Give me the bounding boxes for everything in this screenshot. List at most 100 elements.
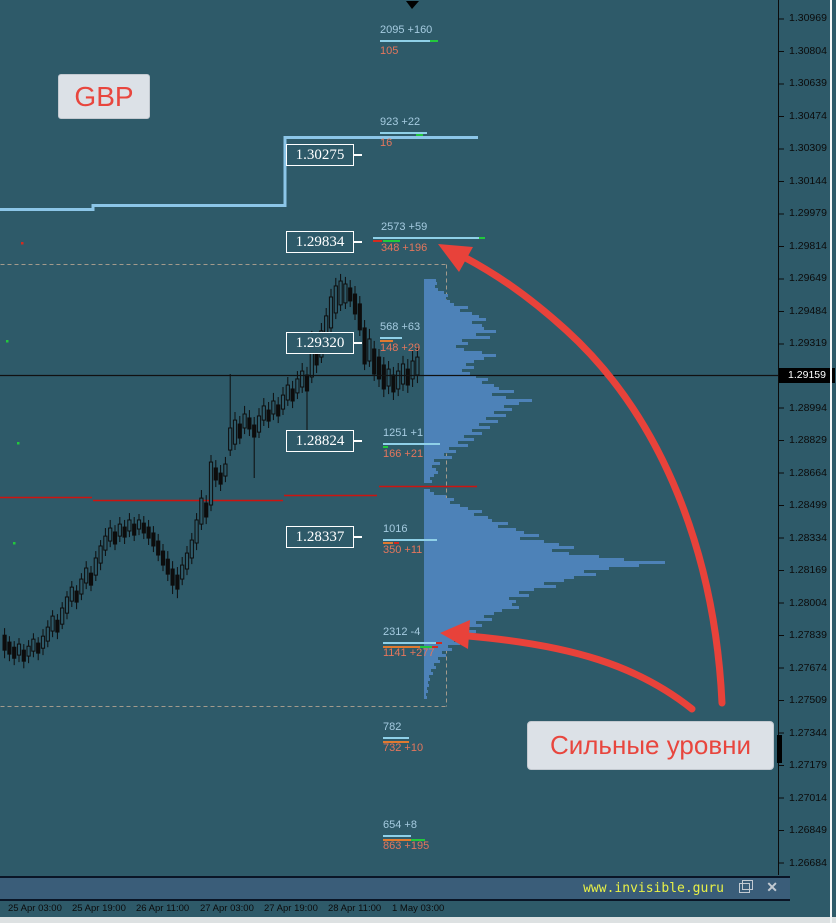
- volume-profile-row: [424, 624, 482, 627]
- volume-profile-row: [424, 627, 469, 630]
- symbol-label[interactable]: GBP: [58, 74, 150, 119]
- volume-profile-row: [424, 675, 429, 678]
- volume-profile-row: [424, 669, 431, 672]
- volume-profile-row: [424, 576, 574, 579]
- volume-profile-row: [424, 363, 466, 366]
- candle-body: [381, 364, 386, 390]
- signal-dot: [17, 442, 20, 445]
- volume-profile-row: [424, 408, 512, 411]
- volume-profile-row: [424, 279, 436, 282]
- volume-profile-row: [424, 294, 448, 297]
- close-icon[interactable]: ✕: [766, 879, 778, 895]
- volume-profile-row: [424, 603, 512, 606]
- signal-dot: [21, 242, 24, 245]
- window-right-border: [830, 0, 832, 923]
- volume-profile-row: [424, 444, 468, 447]
- candle-body: [88, 572, 94, 586]
- candle-body: [136, 519, 142, 530]
- volume-profile-row: [424, 477, 430, 480]
- volume-profile-row: [424, 636, 468, 639]
- volume-profile-row: [424, 372, 470, 375]
- candle-body: [199, 497, 204, 525]
- volume-profile-row: [424, 462, 440, 465]
- volume-profile-row: [424, 351, 482, 354]
- volume-profile-row: [424, 552, 569, 555]
- volume-profile-row: [424, 648, 452, 651]
- volume-profile-row: [424, 291, 444, 294]
- candle-body: [348, 287, 353, 302]
- volume-profile-row: [424, 285, 435, 288]
- candle-body: [132, 523, 137, 536]
- candle-body: [405, 368, 410, 386]
- strong-levels-label[interactable]: Сильные уровни: [527, 721, 774, 770]
- volume-profile-row: [424, 597, 509, 600]
- current-price-tag: 1.29159: [779, 368, 835, 383]
- volume-profile-row: [424, 336, 490, 339]
- watermark-link[interactable]: www.invisible.guru: [583, 881, 724, 896]
- candle-body: [7, 641, 12, 655]
- volume-profile-row: [424, 657, 438, 660]
- volume-profile-row: [424, 474, 434, 477]
- volume-profile-row: [424, 432, 482, 435]
- candle-body: [40, 635, 46, 649]
- volume-profile-row: [424, 480, 432, 483]
- candle-body: [290, 388, 295, 402]
- volume-profile-row: [424, 399, 532, 402]
- volume-profile-row: [424, 591, 519, 594]
- volume-profile-row: [424, 303, 454, 306]
- candle-body: [55, 619, 60, 633]
- candle-body: [362, 327, 367, 365]
- volume-profile-row: [424, 357, 484, 360]
- volume-profile-row: [424, 489, 430, 492]
- volume-profile-row: [424, 540, 544, 543]
- volume-profile-row: [424, 426, 490, 429]
- candle-body: [50, 615, 55, 632]
- volume-profile-row: [424, 564, 639, 567]
- volume-profile-row: [424, 498, 454, 501]
- volume-profile-row: [424, 573, 596, 576]
- volume-profile-row: [424, 288, 438, 291]
- volume-profile-row: [424, 693, 426, 696]
- volume-profile-row: [424, 570, 584, 573]
- candle-body: [204, 502, 209, 518]
- volume-profile-row: [424, 438, 474, 441]
- candle-body: [12, 646, 17, 659]
- volume-profile-row: [424, 663, 434, 666]
- candle-body: [31, 638, 36, 652]
- volume-profile-row: [424, 567, 609, 570]
- volume-profile-row: [424, 687, 427, 690]
- candle-body: [261, 405, 266, 421]
- volume-profile-row: [424, 297, 446, 300]
- candle-body: [141, 522, 146, 534]
- volume-profile-row: [424, 450, 456, 453]
- candle-body: [103, 535, 108, 551]
- volume-profile-row: [424, 327, 484, 330]
- volume-profile-row: [424, 378, 488, 381]
- watermark-bar[interactable]: www.invisible.guru ✕: [0, 876, 790, 901]
- candle-body: [386, 368, 391, 387]
- candle-body: [237, 423, 242, 439]
- volume-profile-row: [424, 534, 539, 537]
- volume-profile-row: [424, 609, 502, 612]
- volume-profile-row: [424, 525, 498, 528]
- restore-icon[interactable]: [739, 880, 753, 893]
- candle-body: [400, 363, 406, 385]
- volume-profile-row: [424, 468, 436, 471]
- candle-body: [184, 552, 190, 570]
- candle-body: [16, 643, 22, 656]
- candle-body: [160, 550, 166, 566]
- candle-body: [2, 634, 7, 651]
- candle-body: [372, 348, 377, 375]
- volume-profile-row: [424, 339, 462, 342]
- candle-body: [194, 519, 199, 544]
- strong-levels-text: Сильные уровни: [549, 730, 752, 760]
- volume-profile-row: [424, 417, 486, 420]
- candle-body: [314, 346, 319, 366]
- volume-profile-row: [424, 435, 464, 438]
- volume-profile-row: [424, 507, 468, 510]
- candle-body: [165, 558, 170, 575]
- volume-profile-row: [424, 282, 437, 285]
- candle-body: [112, 531, 118, 545]
- candle-body: [213, 467, 218, 481]
